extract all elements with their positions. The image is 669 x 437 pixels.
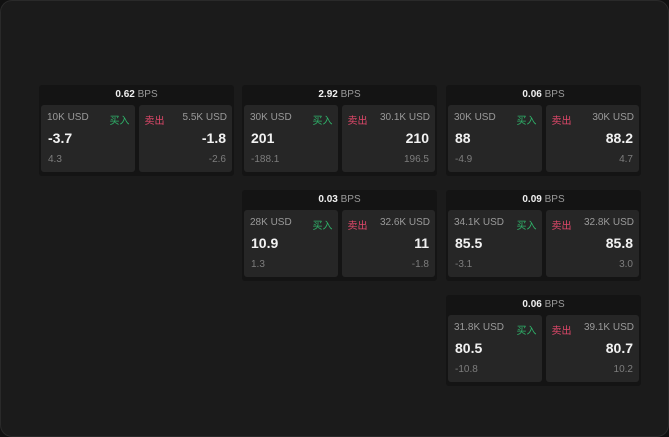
buy-size: 34.1K USD <box>454 217 505 228</box>
sell-size: 30.1K USD <box>379 112 430 123</box>
buy-delta: -188.1 <box>251 154 280 165</box>
spread-value: 2.92 <box>318 89 338 100</box>
buy-label: 买入 <box>516 326 537 337</box>
quote-card: 0.03 BPS 28K USD 买入 10.9 1.3 卖出 32.6K USD … <box>242 190 437 281</box>
sell-price: 210 <box>405 130 429 146</box>
buy-price: 80.5 <box>455 340 483 356</box>
spread-value: 0.62 <box>115 89 135 100</box>
sell-delta: 4.7 <box>619 154 633 165</box>
sell-label: 卖出 <box>551 326 572 337</box>
sell-price: 80.7 <box>605 340 633 356</box>
sell-label: 卖出 <box>551 116 572 127</box>
buy-price: 85.5 <box>455 235 483 251</box>
sell-panel[interactable]: 卖出 5.5K USD -1.8 -2.6 <box>138 105 232 172</box>
buy-delta: 4.3 <box>48 154 62 165</box>
buy-label: 买入 <box>109 116 130 127</box>
buy-delta: -3.1 <box>455 259 473 270</box>
sell-label: 卖出 <box>347 116 368 127</box>
sell-panel[interactable]: 卖出 30K USD 88.2 4.7 <box>545 105 639 172</box>
sell-size: 39.1K USD <box>583 322 634 333</box>
buy-label: 买入 <box>312 221 333 232</box>
buy-delta: 1.3 <box>251 259 265 270</box>
sell-delta: -1.8 <box>411 259 429 270</box>
buy-delta: -10.8 <box>455 364 478 375</box>
spread-unit: BPS <box>340 89 361 100</box>
buy-panel[interactable]: 34.1K USD 买入 85.5 -3.1 <box>448 210 542 277</box>
sell-label: 卖出 <box>551 221 572 232</box>
buy-size: 30K USD <box>454 112 496 123</box>
sell-panel[interactable]: 卖出 32.8K USD 85.8 3.0 <box>545 210 639 277</box>
spread-unit: BPS <box>544 89 565 100</box>
spread-unit: BPS <box>137 89 158 100</box>
buy-price: -3.7 <box>48 130 73 146</box>
buy-delta: -4.9 <box>455 154 473 165</box>
buy-price: 10.9 <box>251 235 279 251</box>
spread-header: 2.92 BPS <box>242 85 437 105</box>
spread-header: 0.06 BPS <box>446 295 641 315</box>
sell-panel[interactable]: 卖出 39.1K USD 80.7 10.2 <box>545 315 639 382</box>
spread-unit: BPS <box>340 194 361 205</box>
sell-panel[interactable]: 卖出 32.6K USD 11 -1.8 <box>341 210 435 277</box>
sell-label: 卖出 <box>144 116 165 127</box>
buy-label: 买入 <box>516 116 537 127</box>
buy-size: 10K USD <box>47 112 89 123</box>
spread-unit: BPS <box>544 194 565 205</box>
quote-card: 0.09 BPS 34.1K USD 买入 85.5 -3.1 卖出 32.8K U… <box>446 190 641 281</box>
spread-header: 0.06 BPS <box>446 85 641 105</box>
buy-size: 28K USD <box>250 217 292 228</box>
buy-panel[interactable]: 28K USD 买入 10.9 1.3 <box>244 210 338 277</box>
sell-label: 卖出 <box>347 221 368 232</box>
sell-delta: 3.0 <box>619 259 633 270</box>
spread-header: 0.09 BPS <box>446 190 641 210</box>
sell-size: 32.8K USD <box>583 217 634 228</box>
sell-size: 5.5K USD <box>182 112 227 123</box>
sell-delta: -2.6 <box>208 154 226 165</box>
spread-header: 0.62 BPS <box>39 85 234 105</box>
buy-panel[interactable]: 30K USD 买入 201 -188.1 <box>244 105 338 172</box>
sell-panel[interactable]: 卖出 30.1K USD 210 196.5 <box>341 105 435 172</box>
spread-value: 0.06 <box>522 299 542 310</box>
quote-card: 2.92 BPS 30K USD 买入 201 -188.1 卖出 30.1K US… <box>242 85 437 176</box>
sell-delta: 196.5 <box>403 154 429 165</box>
buy-panel[interactable]: 30K USD 买入 88 -4.9 <box>448 105 542 172</box>
sell-price: -1.8 <box>201 130 226 146</box>
sell-size: 30K USD <box>592 112 634 123</box>
spread-unit: BPS <box>544 299 565 310</box>
buy-price: 88 <box>455 130 471 146</box>
sell-size: 32.6K USD <box>379 217 430 228</box>
sell-price: 11 <box>414 235 429 251</box>
sell-price: 88.2 <box>605 130 633 146</box>
sell-delta: 10.2 <box>613 364 633 375</box>
spread-value: 0.06 <box>522 89 542 100</box>
buy-label: 买入 <box>312 116 333 127</box>
buy-price: 201 <box>251 130 275 146</box>
spread-value: 0.03 <box>318 194 338 205</box>
spread-value: 0.09 <box>522 194 542 205</box>
buy-label: 买入 <box>516 221 537 232</box>
buy-size: 30K USD <box>250 112 292 123</box>
spread-header: 0.03 BPS <box>242 190 437 210</box>
sell-price: 85.8 <box>605 235 633 251</box>
buy-size: 31.8K USD <box>454 322 505 333</box>
buy-panel[interactable]: 10K USD 买入 -3.7 4.3 <box>41 105 135 172</box>
buy-panel[interactable]: 31.8K USD 买入 80.5 -10.8 <box>448 315 542 382</box>
quote-card: 0.62 BPS 10K USD 买入 -3.7 4.3 卖出 5.5K USD -… <box>39 85 234 176</box>
quote-card: 0.06 BPS 30K USD 买入 88 -4.9 卖出 30K USD 88.… <box>446 85 641 176</box>
quote-card: 0.06 BPS 31.8K USD 买入 80.5 -10.8 卖出 39.1K … <box>446 295 641 386</box>
